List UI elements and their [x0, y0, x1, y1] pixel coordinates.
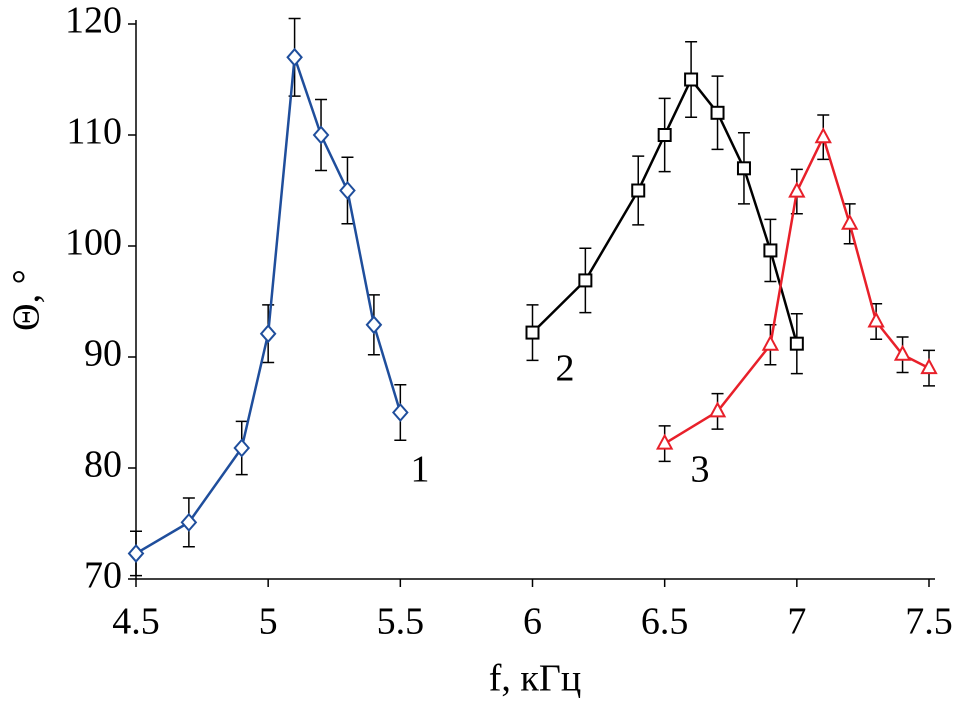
x-tick-label: 7: [787, 601, 806, 643]
y-tick-label: 90: [84, 333, 122, 375]
marker: [233, 438, 251, 458]
marker: [259, 324, 277, 344]
marker: [286, 47, 303, 67]
x-tick-label: 5.5: [377, 601, 425, 643]
marker: [761, 334, 780, 351]
marker: [655, 433, 674, 450]
y-tick-label: 70: [84, 555, 122, 597]
series-label: 3: [691, 449, 710, 491]
marker: [710, 105, 725, 120]
marker: [365, 315, 383, 335]
marker: [684, 72, 699, 87]
marker: [788, 181, 806, 198]
marker: [763, 243, 778, 258]
marker: [657, 128, 672, 142]
marker: [578, 273, 593, 288]
marker: [789, 336, 804, 351]
y-tick-label: 120: [65, 0, 122, 42]
marker: [631, 183, 646, 198]
marker: [867, 311, 885, 328]
marker: [841, 213, 859, 230]
marker: [708, 401, 727, 418]
x-tick-label: 6: [523, 601, 542, 643]
marker: [736, 161, 751, 176]
x-tick-label: 4.5: [112, 601, 160, 643]
marker: [814, 127, 832, 144]
y-axis-label: Θ, °: [6, 269, 48, 331]
y-tick-label: 100: [65, 222, 122, 264]
marker: [127, 543, 145, 563]
y-tick-label: 80: [84, 444, 122, 486]
marker: [525, 325, 540, 340]
x-tick-label: 6.5: [641, 601, 689, 643]
series-label: 1: [411, 449, 430, 491]
series-label: 2: [556, 348, 575, 390]
marker: [312, 125, 330, 145]
marker: [180, 512, 198, 532]
marker: [339, 180, 356, 201]
marker: [920, 357, 938, 375]
x-tick-label: 5: [259, 601, 278, 643]
y-tick-label: 110: [66, 111, 122, 153]
marker: [893, 344, 912, 361]
x-axis-label: f, кГц: [489, 658, 581, 700]
x-tick-label: 7.5: [905, 601, 953, 643]
marker: [392, 402, 409, 423]
